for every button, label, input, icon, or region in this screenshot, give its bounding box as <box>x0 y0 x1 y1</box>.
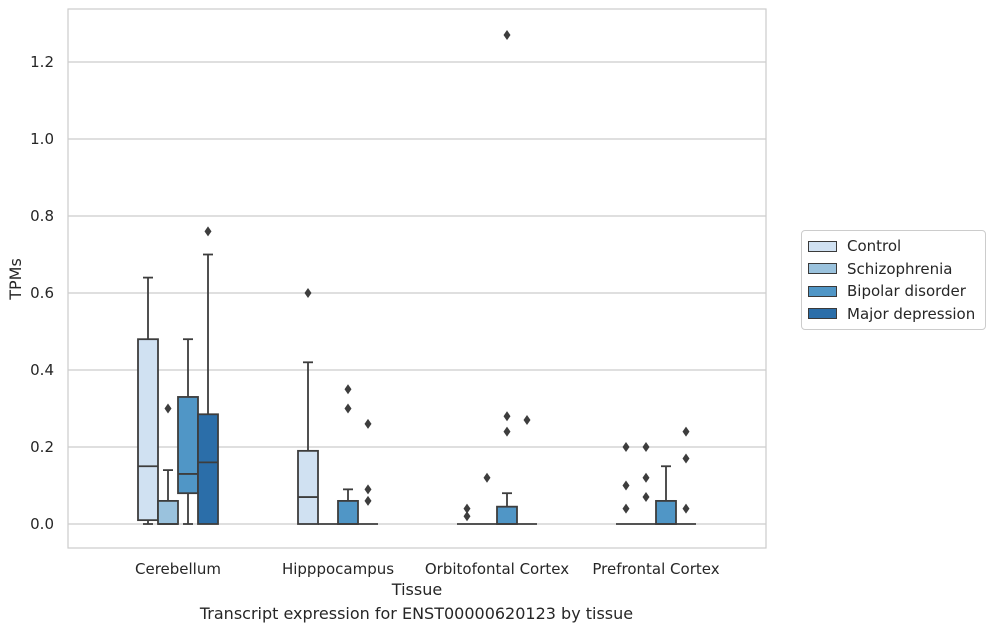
outlier-point <box>463 503 471 514</box>
outlier-point <box>304 288 312 298</box>
y-tick-label: 1.2 <box>30 53 54 71</box>
outlier-point <box>682 503 690 514</box>
legend-item: Control <box>802 235 985 258</box>
legend-item: Bipolar disorder <box>802 280 985 303</box>
y-tick-labels: 0.0 0.2 0.4 0.6 0.8 1.0 1.2 <box>30 53 54 533</box>
legend-label: Control <box>847 237 902 256</box>
x-axis-label: Tissue <box>391 580 442 599</box>
outlier-point <box>483 472 491 483</box>
box <box>655 465 677 525</box>
outlier-point <box>622 442 630 452</box>
y-tick-label: 0.4 <box>30 361 54 379</box>
outlier-point <box>622 480 630 491</box>
legend-label: Bipolar disorder <box>847 282 966 301</box>
y-tick-label: 0.8 <box>30 207 54 225</box>
legend: Control Schizophrenia Bipolar disorder Majo… <box>801 230 986 330</box>
outlier-point <box>642 472 650 483</box>
box-body <box>297 449 319 525</box>
outlier-point <box>344 403 352 414</box>
chart-caption: Transcript expression for ENST0000062012… <box>199 604 634 623</box>
outlier-point <box>364 418 372 429</box>
outlier-point <box>503 411 511 422</box>
legend-label: Major depression <box>847 304 976 323</box>
box <box>157 403 179 525</box>
series-bipolar-disorder <box>177 30 677 525</box>
box-body <box>177 396 199 495</box>
box <box>358 418 378 525</box>
legend-swatch <box>808 285 837 297</box>
outlier-point <box>642 442 650 452</box>
box-body <box>655 499 677 525</box>
legend-label: Schizophrenia <box>847 259 953 278</box>
box-series <box>137 30 696 525</box>
outlier-point <box>622 503 630 514</box>
outlier-point <box>164 403 172 414</box>
outlier-point <box>364 495 372 506</box>
outlier-point <box>344 384 352 395</box>
outlier-point <box>503 30 511 41</box>
outlier-point <box>204 226 212 237</box>
x-tick-label: Cerebellum <box>135 560 221 578</box>
legend-item: Major depression <box>802 303 985 326</box>
outlier-point <box>463 511 471 522</box>
series-major-depression <box>197 226 696 525</box>
y-tick-label: 0.0 <box>30 515 54 533</box>
legend-item: Schizophrenia <box>802 258 985 281</box>
x-tick-label: Orbitofontal Cortex <box>425 560 569 578</box>
box <box>616 442 636 525</box>
box <box>137 276 159 525</box>
box-body <box>337 499 359 525</box>
plot-frame <box>67 8 767 549</box>
outlier-point <box>682 453 690 464</box>
outlier-point <box>642 492 650 503</box>
outlier-point <box>523 415 531 426</box>
series-control <box>137 276 636 525</box>
legend-swatch <box>808 263 837 275</box>
y-tick-label: 1.0 <box>30 130 54 148</box>
box <box>457 503 477 525</box>
y-tick-label: 0.6 <box>30 284 54 302</box>
box <box>197 226 219 525</box>
outlier-point <box>682 426 690 437</box>
box-body <box>496 505 518 525</box>
x-tick-label: Prefrontal Cortex <box>592 560 719 578</box>
box <box>496 30 518 525</box>
y-axis-label: TPMs <box>6 258 25 301</box>
box <box>517 415 537 525</box>
box <box>477 472 497 525</box>
x-tick-labels: Cerebellum Hipppocampus Orbitofontal Corte… <box>135 560 720 578</box>
box <box>636 442 656 525</box>
y-tick-label: 0.2 <box>30 438 54 456</box>
x-tick-label: Hipppocampus <box>282 560 394 578</box>
legend-swatch <box>808 308 837 320</box>
box-body <box>197 413 219 525</box>
legend-swatch <box>808 240 837 252</box>
outlier-point <box>364 484 372 495</box>
box-body <box>137 338 159 522</box>
box <box>297 288 319 525</box>
box <box>676 426 696 525</box>
series-schizophrenia <box>157 403 656 525</box>
box <box>337 384 359 525</box>
outlier-point <box>503 426 511 437</box>
box-body <box>157 499 179 525</box>
